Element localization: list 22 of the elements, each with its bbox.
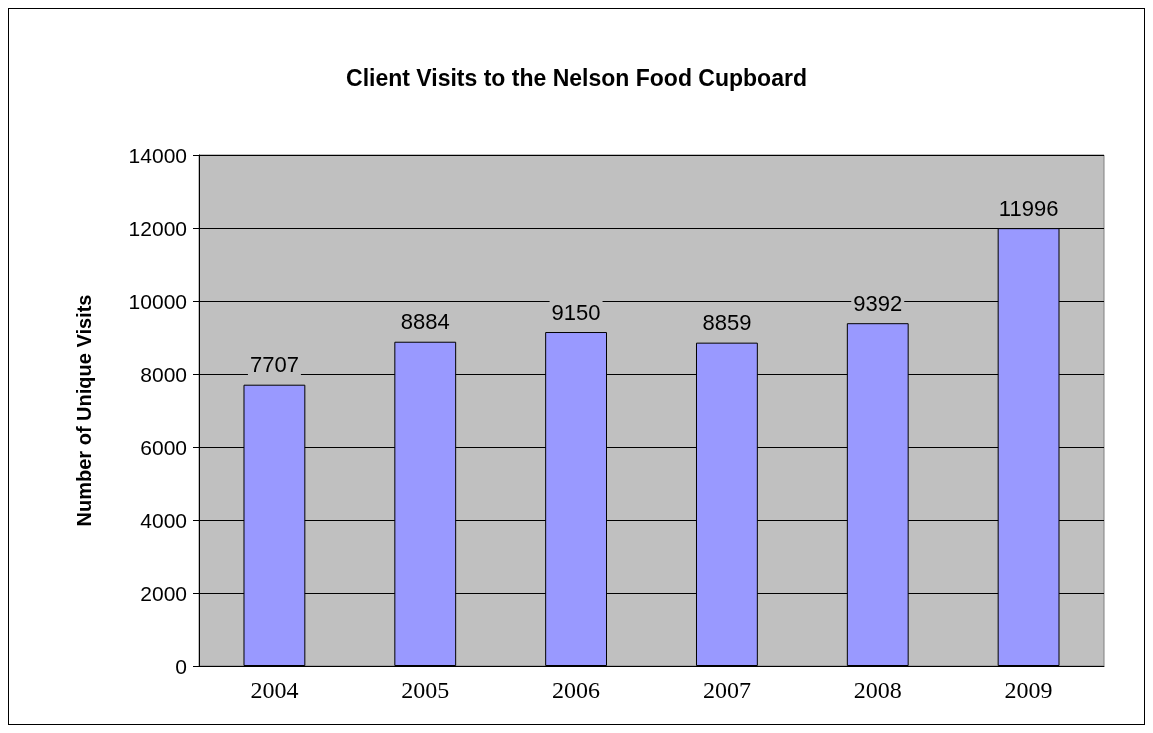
x-tick-label: 2005: [401, 677, 450, 703]
data-label: 9392: [853, 290, 903, 316]
y-tick-label: 8000: [140, 362, 187, 386]
x-tick-label: 2008: [853, 677, 902, 703]
y-tick-label: 6000: [140, 435, 187, 459]
y-tick-label: 0: [175, 654, 187, 678]
data-label: 11996: [998, 195, 1059, 221]
x-tick-label: 2006: [552, 677, 601, 703]
y-tick-label: 2000: [140, 581, 187, 605]
data-label: 8884: [400, 309, 450, 335]
chart-title: Client Visits to the Nelson Food Cupboard: [346, 64, 807, 91]
x-tick-label: 2007: [702, 677, 751, 703]
y-tick-label: 10000: [128, 289, 187, 313]
y-tick-label: 14000: [128, 143, 187, 167]
x-tick-label: 2009: [1004, 677, 1053, 703]
y-axis-title: Number of Unique Visits: [73, 294, 95, 527]
y-tick-label: 12000: [128, 216, 187, 240]
data-label: 8859: [702, 310, 752, 336]
data-label: 9150: [551, 299, 601, 325]
data-label: 7707: [249, 352, 299, 378]
x-tick-label: 2004: [250, 677, 299, 703]
y-tick-label: 4000: [140, 508, 187, 532]
